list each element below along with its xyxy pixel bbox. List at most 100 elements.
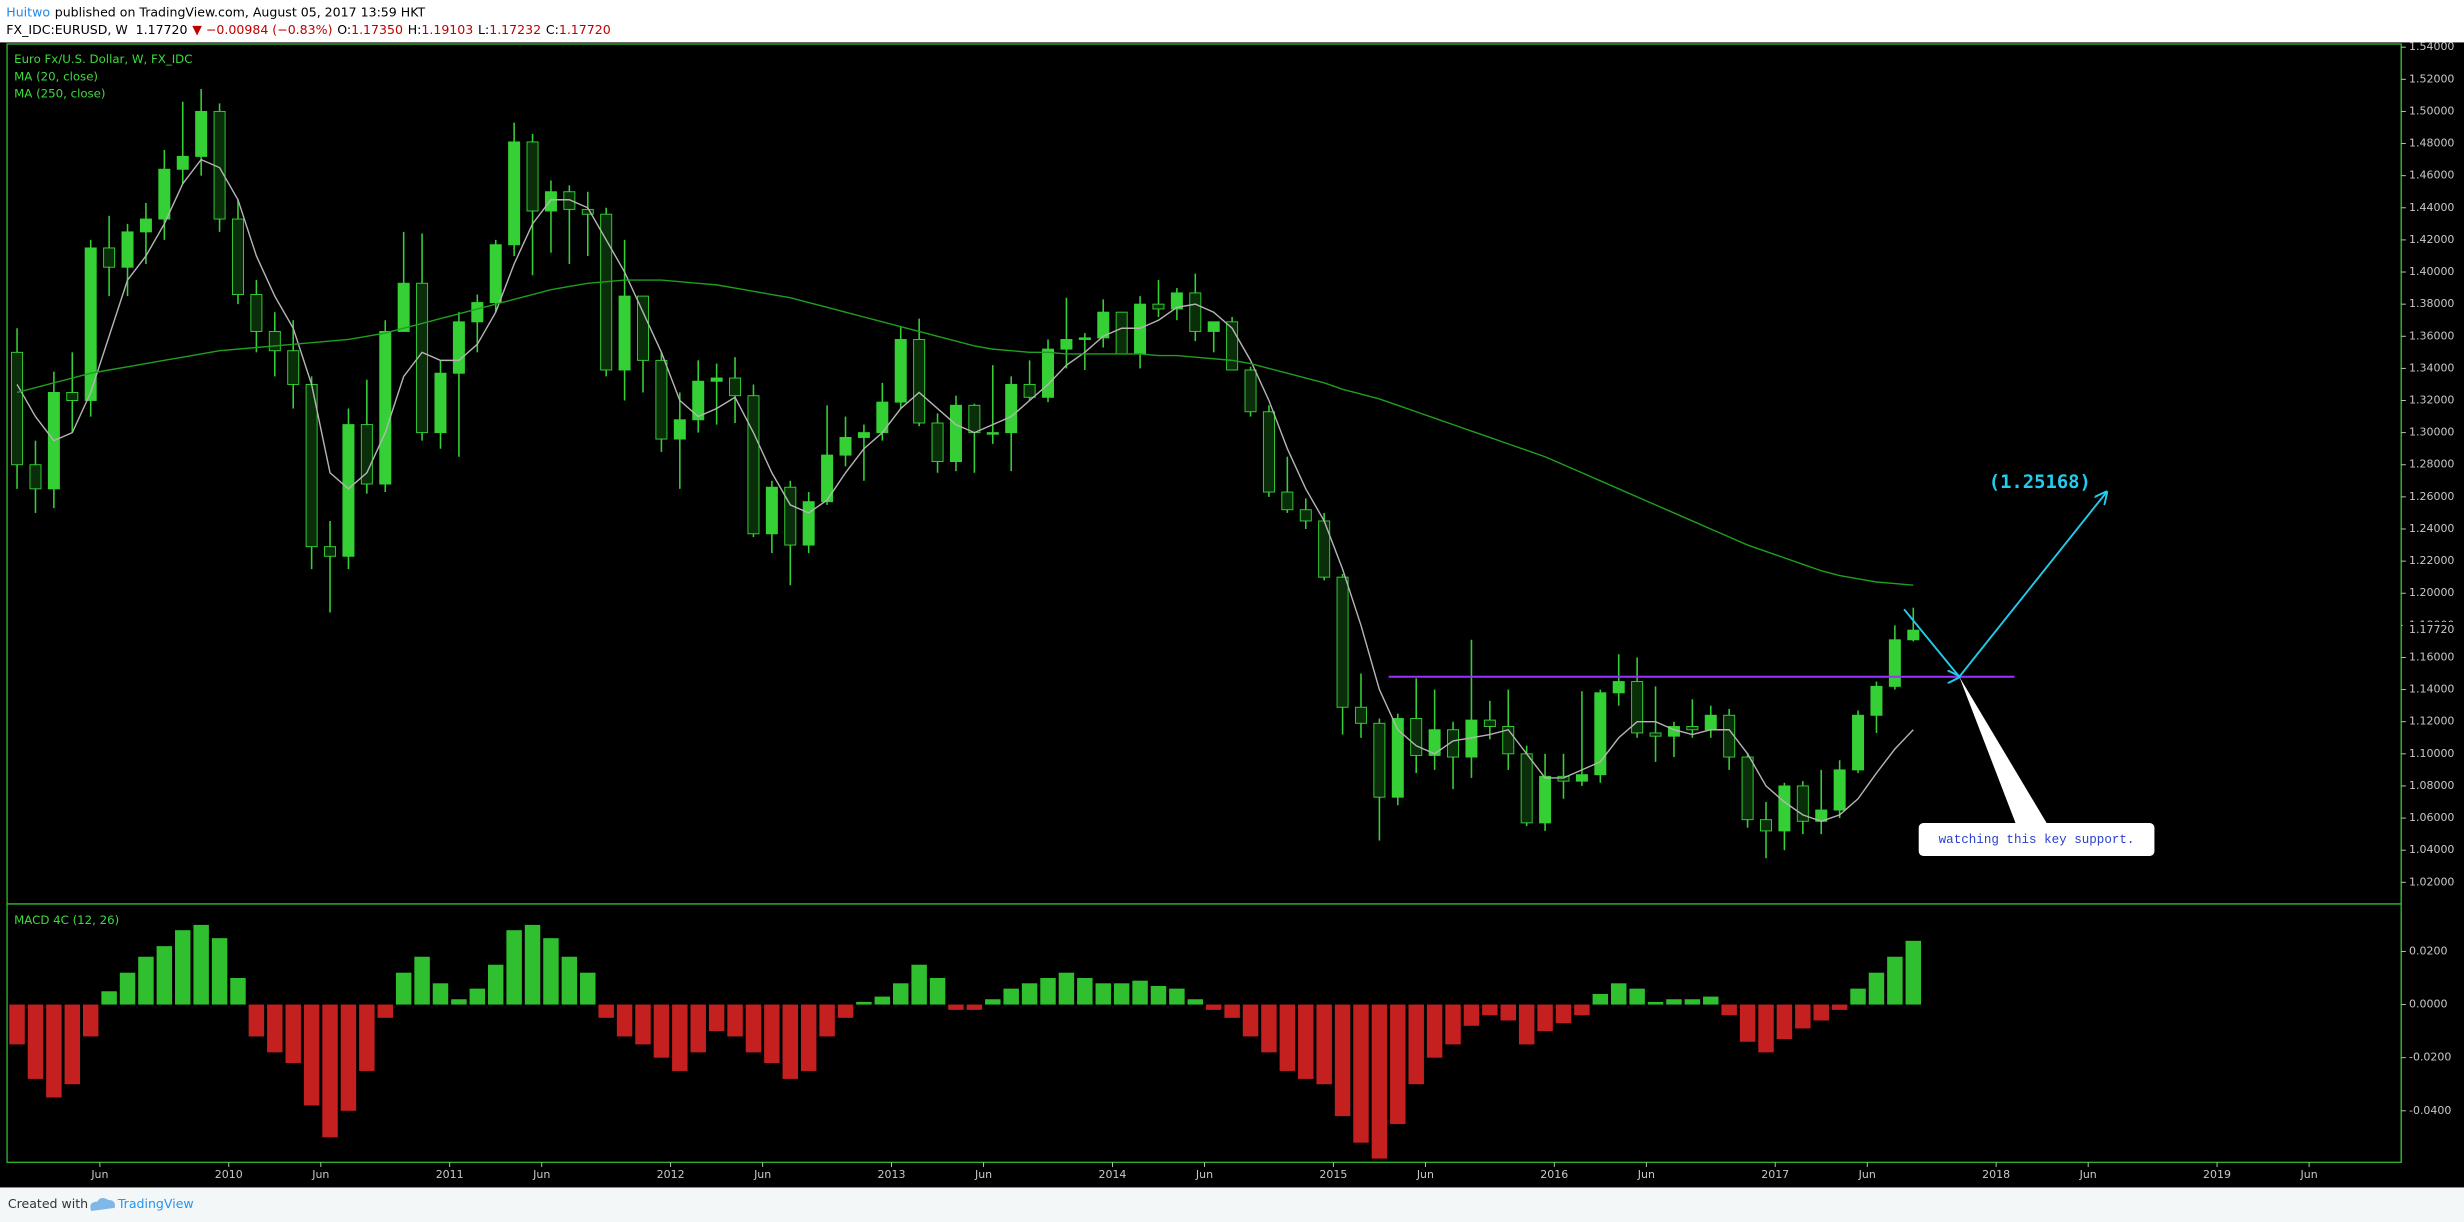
y-tick-label: 1.44000 bbox=[2409, 201, 2454, 214]
candle-body bbox=[139, 218, 152, 233]
candle-body bbox=[250, 294, 263, 332]
macd-bar bbox=[985, 999, 1001, 1005]
candle-body bbox=[1373, 722, 1386, 798]
candle-body bbox=[11, 351, 24, 466]
macd-bar bbox=[285, 1004, 301, 1063]
macd-bar bbox=[340, 1004, 357, 1111]
macd-bar bbox=[1371, 1004, 1388, 1159]
y-tick-label: 1.22000 bbox=[2409, 554, 2454, 567]
ohlc-value: 1.17232 bbox=[489, 21, 541, 36]
created-with: Created with bbox=[8, 1196, 88, 1211]
y-tick-label: 1.02000 bbox=[2409, 875, 2454, 888]
ma-line bbox=[16, 279, 1914, 586]
macd-bar bbox=[745, 1004, 762, 1053]
macd-bar bbox=[27, 1004, 44, 1079]
candle-body bbox=[637, 295, 649, 361]
candle-body bbox=[913, 339, 926, 424]
y-tick-label: -0.0400 bbox=[2409, 1104, 2451, 1117]
macd-bar bbox=[156, 946, 173, 1005]
x-tick-label: Jun bbox=[753, 1168, 771, 1181]
candle-body bbox=[1539, 775, 1552, 824]
macd-bar bbox=[1537, 1004, 1553, 1032]
ohlc-label: H: bbox=[408, 21, 422, 36]
macd-bar bbox=[561, 956, 578, 1005]
candle-body bbox=[268, 330, 281, 352]
candle-body bbox=[508, 141, 521, 246]
candle-body bbox=[1391, 718, 1404, 798]
macd-bar bbox=[322, 1004, 338, 1138]
candle-body bbox=[1483, 719, 1496, 727]
candle-body bbox=[1281, 491, 1294, 511]
x-tick-label: Jun bbox=[1195, 1168, 1213, 1181]
candle-body bbox=[544, 191, 557, 212]
candle-body bbox=[1575, 774, 1588, 782]
macd-title: MACD 4C (12, 26) bbox=[14, 913, 119, 927]
macd-bar bbox=[672, 1004, 688, 1071]
macd-bar bbox=[1850, 988, 1866, 1005]
macd-bar bbox=[856, 1001, 872, 1005]
candle-body bbox=[1870, 685, 1883, 716]
brand-logo[interactable] bbox=[90, 1197, 115, 1212]
y-tick-label: 1.40000 bbox=[2409, 265, 2454, 278]
x-tick-label: 2015 bbox=[1319, 1168, 1347, 1181]
macd-bar bbox=[506, 930, 522, 1005]
candle-body bbox=[1060, 339, 1073, 350]
change: ▼ −0.00984 (−0.83%) bbox=[192, 21, 332, 36]
last: 1.17720 bbox=[136, 21, 188, 36]
candle-body bbox=[1097, 311, 1110, 339]
macd-bar bbox=[1224, 1004, 1240, 1018]
macd-bar bbox=[1482, 1004, 1498, 1016]
y-tick-label: 1.34000 bbox=[2409, 361, 2454, 374]
macd-bar bbox=[1445, 1004, 1461, 1045]
x-tick-label: 2012 bbox=[657, 1168, 685, 1181]
candle-body bbox=[305, 383, 318, 548]
macd-bar bbox=[524, 924, 541, 1005]
macd-bar bbox=[451, 999, 467, 1005]
ohlc-value: 1.19103 bbox=[421, 21, 473, 36]
y-tick-label: 1.16000 bbox=[2409, 650, 2454, 663]
candle-body bbox=[581, 208, 594, 215]
macd-bar bbox=[1647, 1001, 1664, 1005]
macd-bar bbox=[1813, 1004, 1829, 1021]
x-tick-label: Jun bbox=[1416, 1168, 1434, 1181]
candle-body bbox=[1262, 411, 1275, 493]
macd-bar bbox=[469, 988, 486, 1005]
candle-body bbox=[1502, 726, 1515, 755]
candle-body bbox=[1796, 785, 1809, 822]
macd-bar bbox=[966, 1004, 983, 1010]
candle-body bbox=[1888, 639, 1901, 687]
candle-body bbox=[655, 359, 668, 440]
candle-body bbox=[747, 395, 760, 535]
macd-bar bbox=[1795, 1004, 1811, 1029]
x-tick-label: 2014 bbox=[1098, 1168, 1126, 1181]
macd-bar bbox=[1205, 1004, 1222, 1010]
candle-body bbox=[802, 501, 815, 546]
candle-body bbox=[1907, 629, 1920, 641]
macd-bar bbox=[1887, 956, 1903, 1005]
macd-bar bbox=[708, 1004, 725, 1032]
candle-body bbox=[1594, 692, 1607, 776]
ohlc-value: 1.17350 bbox=[351, 21, 403, 36]
macd-bar bbox=[1518, 1004, 1535, 1045]
macd-bar bbox=[893, 983, 909, 1005]
macd-bar bbox=[1666, 999, 1682, 1005]
last-price-box bbox=[2402, 621, 2463, 638]
publish-line: Huitwo published on TradingView.com, Augu… bbox=[6, 4, 425, 19]
x-tick-label: Jun bbox=[2300, 1168, 2318, 1181]
macd-bar bbox=[248, 1004, 265, 1037]
candle-body bbox=[397, 282, 410, 332]
x-tick-label: Jun bbox=[1858, 1168, 1876, 1181]
author[interactable]: Huitwo bbox=[6, 4, 50, 19]
candle-body bbox=[1778, 785, 1791, 832]
y-tick-label: 1.32000 bbox=[2409, 394, 2454, 407]
macd-bar bbox=[1629, 988, 1645, 1005]
x-tick-label: 2017 bbox=[1761, 1168, 1789, 1181]
candle-body bbox=[1833, 769, 1846, 811]
macd-bar bbox=[837, 1004, 854, 1018]
x-tick-label: 2018 bbox=[1982, 1168, 2010, 1181]
macd-bar bbox=[377, 1004, 393, 1018]
projection-path bbox=[1903, 492, 2107, 677]
candle-body bbox=[1520, 753, 1533, 824]
brand[interactable]: TradingView bbox=[117, 1196, 194, 1211]
candle-body bbox=[1244, 369, 1257, 413]
